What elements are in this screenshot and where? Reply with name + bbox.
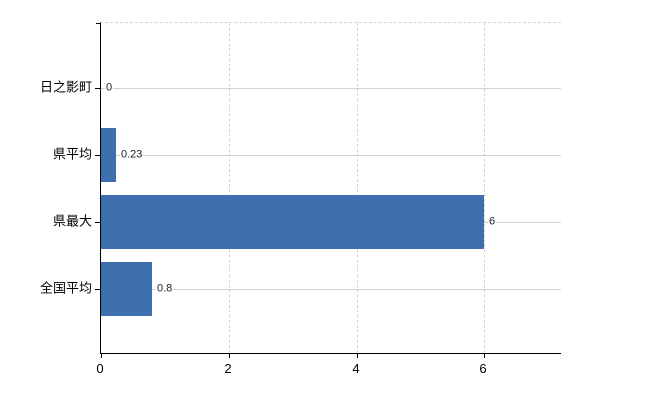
horizontal-gridline [101,289,561,290]
bar [101,262,152,316]
y-axis-top-tick [96,23,101,24]
category-label: 県平均 [52,146,92,162]
x-axis-tick [229,354,230,358]
x-tick-label: 4 [352,361,360,376]
value-label: 0.23 [120,148,144,162]
y-axis-tick [95,88,101,89]
bar [101,128,116,182]
category-label: 県最大 [52,213,92,229]
vertical-gridline [229,23,230,353]
y-axis-tick [95,155,101,156]
y-axis-tick [95,222,101,223]
x-tick-label: 2 [224,361,232,376]
x-tick-label: 0 [96,361,104,376]
value-label: 0.8 [156,282,174,296]
horizontal-gridline [101,155,561,156]
category-label: 日之影町 [39,79,92,95]
category-label: 全国平均 [39,280,92,296]
vertical-gridline [484,23,485,353]
plot-area: 0 0.23 6 0.8 [95,22,561,358]
vertical-gridline [357,23,358,353]
bar [101,195,484,249]
value-label: 6 [488,215,497,229]
y-axis-tick [95,289,101,290]
x-tick-label: 6 [479,361,487,376]
x-axis-tick [357,354,358,358]
value-label: 0 [105,81,114,95]
x-axis-tick [484,354,485,358]
horizontal-gridline [101,88,561,89]
x-axis-tick [101,354,102,358]
